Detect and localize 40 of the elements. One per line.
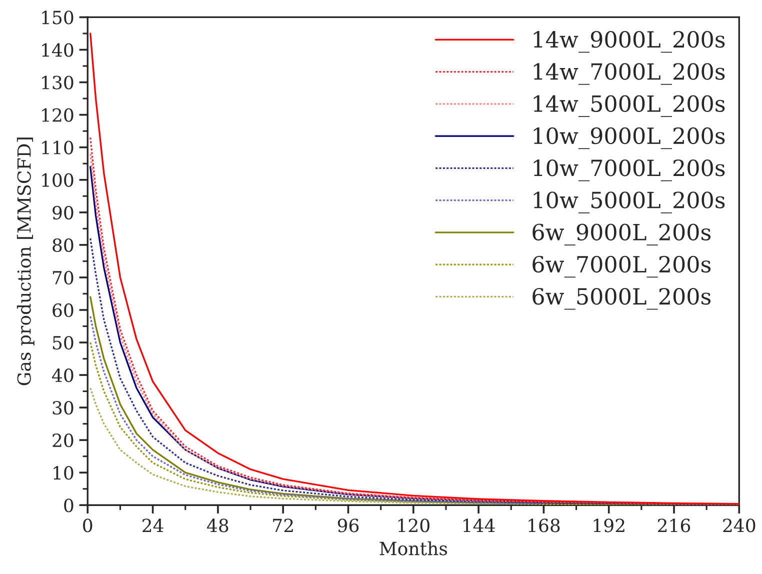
x-tick-label: 24 bbox=[142, 518, 164, 532]
y-tick-label: 120 bbox=[42, 108, 74, 122]
x-tick-label: 168 bbox=[528, 518, 560, 532]
y-tick-label: 60 bbox=[52, 303, 74, 318]
line-series bbox=[90, 32, 740, 505]
x-axis-title: Months bbox=[380, 541, 448, 556]
y-axis-title: Gas production [MMSCFD] bbox=[16, 138, 34, 386]
legend-label: 14w_9000L_200s bbox=[534, 30, 725, 53]
y-tick-label: 40 bbox=[52, 368, 74, 382]
y-tick-label: 140 bbox=[42, 43, 74, 57]
y-tick-label: 0 bbox=[64, 498, 74, 512]
y-tick-label: 70 bbox=[52, 270, 74, 285]
x-tick-label: 48 bbox=[207, 518, 228, 532]
x-tick-label: 72 bbox=[273, 518, 293, 532]
y-tick-label: 150 bbox=[42, 10, 74, 24]
legend-label: 6w_9000L_200s bbox=[532, 224, 711, 246]
y-tick-label: 30 bbox=[52, 401, 74, 415]
line-series bbox=[90, 316, 545, 504]
x-tick-label: 96 bbox=[338, 518, 359, 532]
legend-label: 6w_7000L_200s bbox=[532, 256, 711, 278]
y-tick-label: 20 bbox=[52, 434, 74, 448]
y-tick-label: 130 bbox=[42, 76, 74, 90]
x-tick-label: 216 bbox=[658, 518, 690, 532]
y-tick-label: 80 bbox=[52, 238, 74, 252]
y-tick-label: 10 bbox=[54, 466, 74, 480]
x-tick-label: 192 bbox=[594, 518, 624, 532]
legend-label: 14w_5000L_200s bbox=[534, 95, 725, 117]
legend-label: 10w_7000L_200s bbox=[534, 159, 725, 182]
legend-label: 6w_5000L_200s bbox=[532, 288, 711, 310]
x-tick-label: 120 bbox=[398, 518, 430, 532]
legend-label: 10w_9000L_200s bbox=[534, 127, 725, 150]
y-tick-label: 110 bbox=[42, 140, 74, 154]
y-tick-label: 100 bbox=[42, 173, 74, 187]
x-tick-label: 0 bbox=[83, 518, 92, 532]
x-tick-label: 240 bbox=[723, 518, 756, 532]
y-tick-label: 90 bbox=[52, 206, 74, 220]
legend-label: 10w_5000L_200s bbox=[534, 192, 725, 214]
x-tick-label: 144 bbox=[464, 518, 495, 532]
legend-label: 14w_7000L_200s bbox=[534, 63, 725, 85]
y-tick-label: 50 bbox=[52, 336, 74, 350]
